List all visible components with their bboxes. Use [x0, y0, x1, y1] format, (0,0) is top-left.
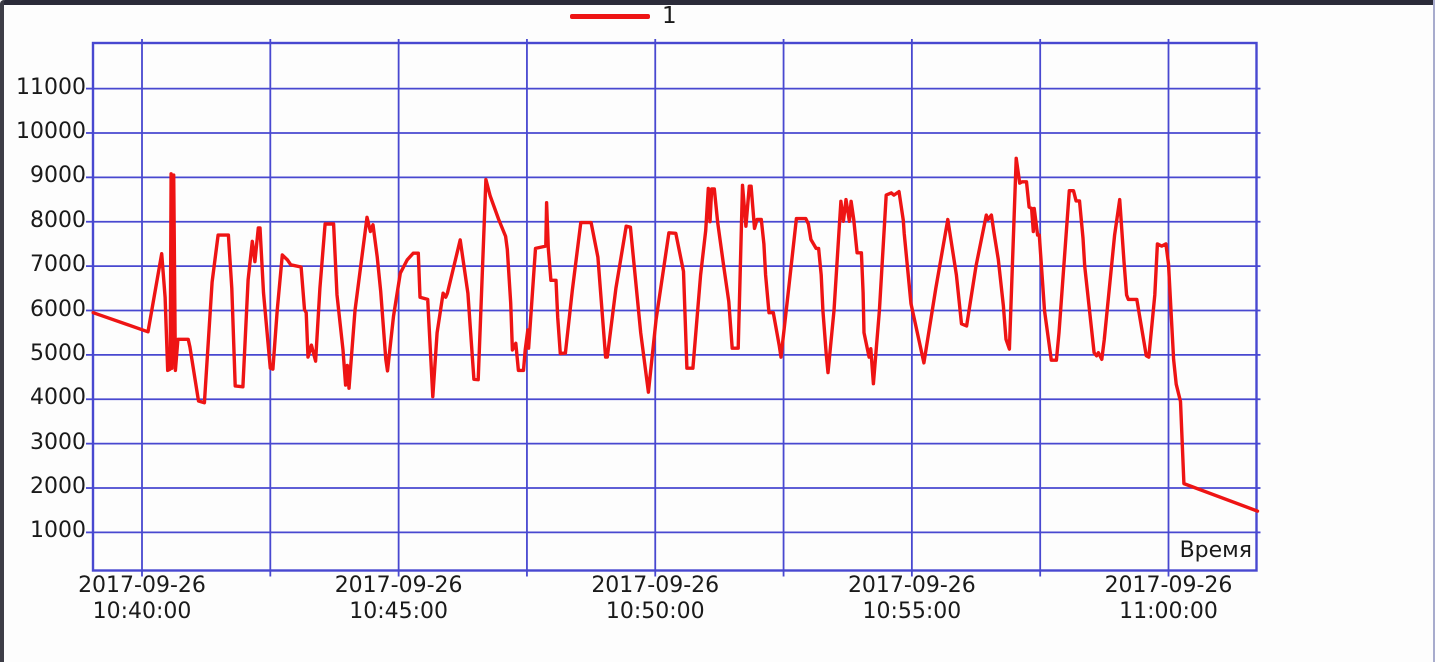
y-tick-label: 9000 [30, 163, 86, 189]
legend-series-label: 1 [662, 3, 677, 29]
y-tick-label: 6000 [30, 296, 86, 322]
y-tick-label: 8000 [30, 207, 86, 233]
y-tick-label: 4000 [30, 385, 86, 411]
plot-border [91, 41, 1258, 572]
y-tick-label: 3000 [30, 429, 86, 455]
y-tick-label: 1000 [30, 518, 86, 544]
y-tick-label: 7000 [30, 252, 86, 278]
legend-line-swatch [570, 14, 650, 19]
window-frame-top [0, 0, 1435, 5]
window-frame-left [0, 0, 4, 662]
x-tick-label: 2017-09-26 10:55:00 [847, 573, 976, 624]
x-tick-label: 2017-09-26 10:45:00 [334, 573, 463, 624]
x-tick-label: 2017-09-26 10:40:00 [78, 573, 206, 624]
y-tick-label: 5000 [30, 340, 86, 366]
y-tick-label: 11000 [16, 74, 86, 100]
x-tick-label: 2017-09-26 10:50:00 [591, 573, 720, 624]
y-tick-label: 10000 [16, 118, 86, 144]
window-frame-right [1433, 0, 1435, 662]
y-tick-label: 2000 [30, 474, 86, 500]
series-line-1 [91, 156, 1260, 513]
x-axis-title: Время [1179, 538, 1252, 563]
legend: 1 [570, 5, 677, 28]
x-tick-label: 2017-09-26 11:00:00 [1104, 573, 1233, 624]
